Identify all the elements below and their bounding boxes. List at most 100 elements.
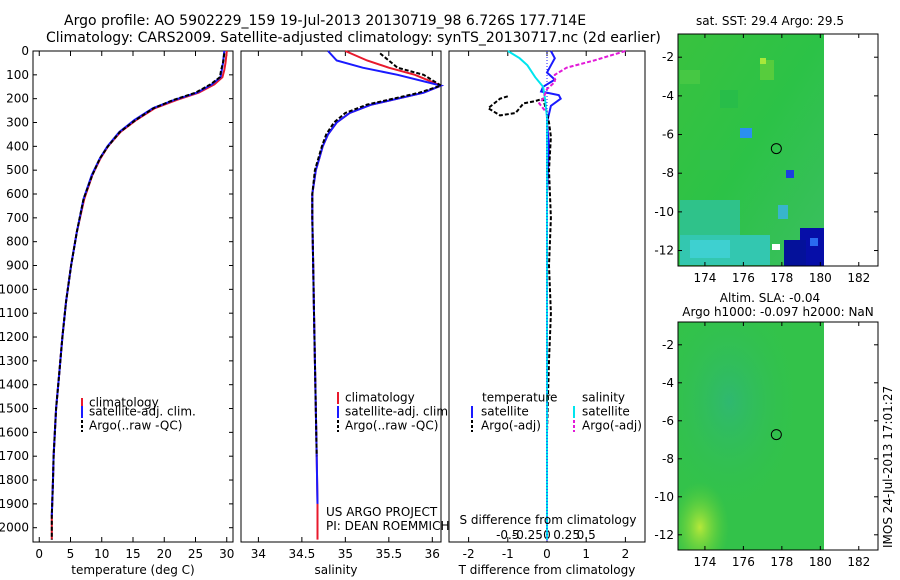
salinity-x-label: salinity [314,563,357,577]
t-difference-label: T difference from climatology [458,563,636,577]
argo-profile-marker [770,429,782,441]
depth-tick-label: 500 [6,163,29,177]
figure-title-line1: Argo profile: AO 5902229_159 19-Jul-2013… [64,13,587,29]
series-s-argo-adj- [537,50,626,112]
legend-argo-label: Argo(..raw -QC) [345,419,438,433]
depth-tick-label: 800 [6,235,29,249]
map-y-tick-label: -6 [662,128,674,142]
depth-tick-label: 400 [6,139,29,153]
x-tick-label: 2 [622,547,630,561]
legend-argo-label: Argo(..raw -QC) [89,419,182,433]
depth-tick-label: 600 [6,187,29,201]
depth-tick-label: 1600 [0,425,29,439]
depth-tick-label: 1300 [0,354,29,368]
s-diff-tick-label: 0.25 [553,528,580,542]
map-y-tick-label: -4 [662,89,674,103]
sla-map-title-line1: Altim. SLA: -0.04 [720,291,820,305]
temperature-panel: 0100200300400500600700800900100011001200… [0,44,645,577]
x-tick-label: -1 [502,547,514,561]
figure-title-line2: Climatology: CARS2009. Satellite-adjuste… [46,30,661,46]
legend-salinity-header: salinity [582,391,625,405]
map-x-tick-label: 182 [847,555,870,569]
map-y-tick-label: -8 [662,166,674,180]
s-difference-label: S difference from climatology [460,513,637,527]
temperature-axes-frame [32,50,234,543]
map-y-tick-label: -4 [662,376,674,390]
x-tick-label: 25 [188,547,203,561]
x-tick-label: 0 [35,547,43,561]
depth-tick-label: 1400 [0,378,29,392]
s-diff-tick-label: 0.5 [577,528,596,542]
depth-tick-label: 1100 [0,306,29,320]
legend-s-argo-label: Argo(-adj) [582,419,642,433]
depth-tick-label: 1700 [0,449,29,463]
x-tick-label: 36 [425,547,440,561]
map-y-tick-label: -2 [662,50,674,64]
map-y-tick-label: -10 [654,205,674,219]
sla-map: Altim. SLA: -0.04 Argo h1000: -0.097 h20… [654,291,879,569]
depth-tick-label: 1800 [0,473,29,487]
x-tick-label: 10 [94,547,109,561]
map-x-tick-label: 180 [809,271,832,285]
salinity-axes-frame [240,50,442,543]
sla-map-frame [677,321,879,551]
legend-t-argo-label: Argo(-adj) [481,419,541,433]
salinity-x-axis: 34 34.5 35 35.5 36 [251,51,440,561]
depth-tick-label: 1200 [0,330,29,344]
salinity-legend: climatology satellite-adj. clim. Argo(..… [337,391,452,433]
legend-sat-label: satellite-adj. clim. [89,405,196,419]
map-x-tick-label: 182 [847,271,870,285]
sla-high-anomaly [678,322,824,550]
temperature-x-label: temperature (deg C) [71,563,194,577]
legend-clim-label: climatology [89,396,159,410]
x-tick-label: 0 [543,547,551,561]
temperature-legend: climatology satellite-adj. clim. Argo(..… [81,396,196,433]
legend-s-sat-label: satellite [582,405,630,419]
x-tick-label: 34 [251,547,266,561]
map-x-tick-label: 176 [732,555,755,569]
x-tick-label: 1 [582,547,590,561]
sla-map-axes: -2 -4 -6 -8 -10 -12 174 176 178 180 182 [654,322,878,569]
sla-map-title-line2: Argo h1000: -0.097 h2000: NaN [682,305,874,319]
map-x-tick-label: 178 [770,271,793,285]
sst-map-axes: -2 -4 -6 -8 -10 -12 174 176 178 180 182 [654,34,878,285]
sst-map-frame [677,33,879,267]
temperature-x-axis: 0 5 10 15 20 25 30 [35,51,234,561]
x-tick-label: 35 [338,547,353,561]
depth-tick-label: 2000 [0,521,29,535]
difference-series [486,50,626,542]
legend-clim-label: climatology [345,391,415,405]
x-tick-label: 15 [125,547,140,561]
map-y-tick-label: -10 [654,490,674,504]
x-tick-label: -2 [463,547,475,561]
depth-tick-label: 100 [6,68,29,82]
map-x-tick-label: 180 [809,555,832,569]
map-y-tick-label: -12 [654,528,674,542]
sst-pixel-texture [680,58,824,266]
depth-tick-label: 1000 [0,282,29,296]
difference-legend: temperature salinity satellite Argo(-adj… [471,391,642,433]
x-tick-label: 34.5 [289,547,316,561]
map-x-tick-label: 174 [693,555,716,569]
sst-map-title: sat. SST: 29.4 Argo: 29.5 [696,14,844,28]
legend-sat-label: satellite-adj. clim. [345,405,452,419]
depth-tick-label: 900 [6,259,29,273]
project-annotation: US ARGO PROJECT [326,505,438,519]
x-tick-label: 30 [219,547,234,561]
depth-tick-label: 0 [21,44,29,58]
salinity-panel: 34 34.5 35 35.5 36 climatology satellite-adj… [240,50,452,577]
legend-temperature-header: temperature [482,391,557,405]
map-x-tick-label: 176 [732,271,755,285]
pi-annotation: PI: DEAN ROEMMICH [326,519,449,533]
s-diff-tick-label: -0.5 [496,528,519,542]
map-y-tick-label: -12 [654,244,674,258]
salinity-series [311,50,445,540]
s-diff-tick-label: -0.25 [512,528,543,542]
map-y-tick-label: -2 [662,338,674,352]
temperature-series [50,50,228,540]
depth-tick-label: 700 [6,211,29,225]
x-tick-label: 20 [157,547,172,561]
